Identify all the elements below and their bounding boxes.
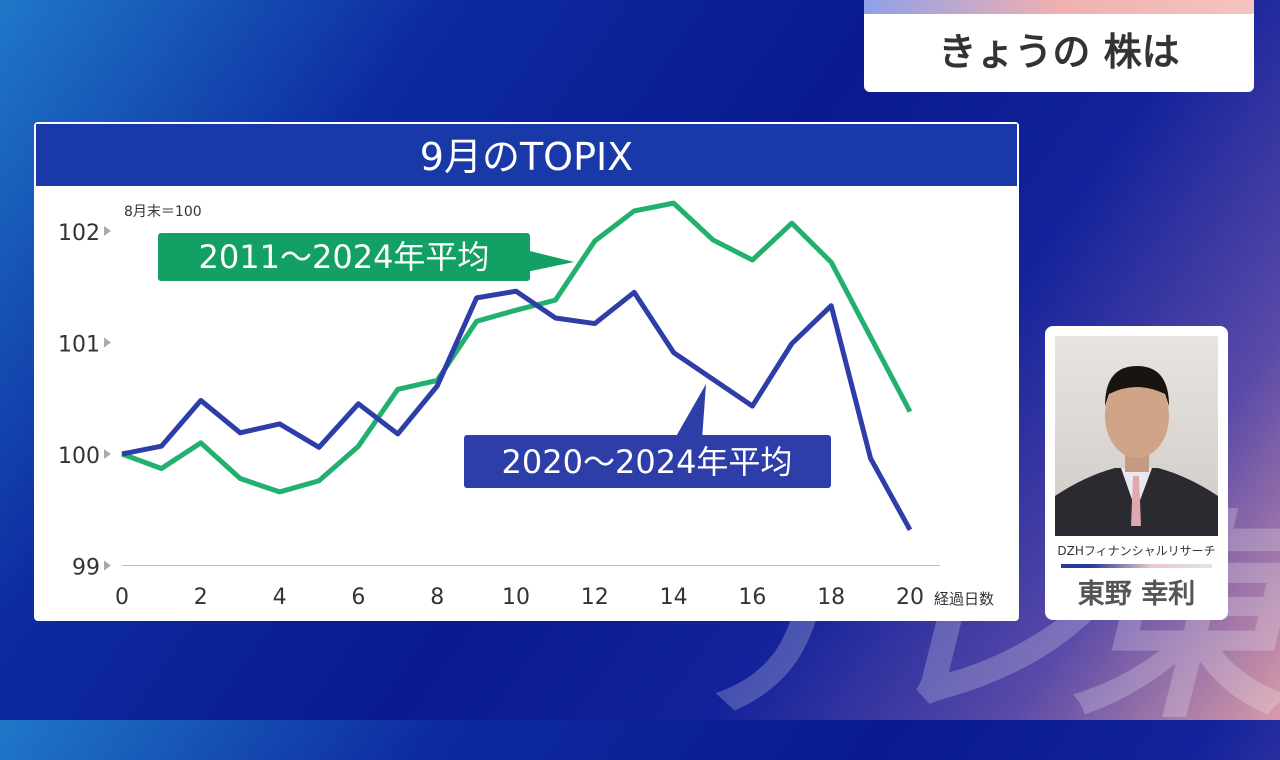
y-tick-label: 101 (58, 333, 100, 358)
y-tick-label: 99 (72, 556, 100, 581)
label-pointer (526, 250, 574, 272)
program-title: きょうの 株は (864, 14, 1254, 90)
x-tick-label: 18 (817, 585, 845, 610)
guest-photo (1055, 336, 1218, 536)
x-tick-label: 4 (273, 585, 287, 610)
x-tick-label: 10 (502, 585, 530, 610)
y-tick-marker (104, 338, 111, 348)
chart-note: 8月末＝100 (124, 204, 202, 220)
name-divider (1061, 564, 1212, 568)
guest-name: 東野 幸利 (1045, 572, 1228, 611)
y-tick-label: 102 (58, 221, 100, 246)
guest-organization: DZHフィナンシャルリサーチ (1045, 542, 1228, 559)
y-tick-marker (104, 226, 111, 236)
x-tick-label: 0 (115, 585, 129, 610)
series-line-2020-2024 (122, 291, 910, 530)
series-label: 2020〜2024年平均 (502, 443, 793, 481)
series-label: 2011〜2024年平均 (199, 238, 490, 276)
y-tick-marker (104, 561, 111, 571)
y-tick-marker (104, 449, 111, 459)
x-tick-label: 12 (581, 585, 609, 610)
program-title-box: きょうの 株は (864, 0, 1254, 92)
x-tick-label: 8 (430, 585, 444, 610)
line-chart: 8月末＝100 99 100 101 102 0 2 4 6 8 10 12 14 16 18 20 経過日数 2… (34, 122, 1019, 621)
x-tick-label: 20 (896, 585, 924, 610)
x-axis-label: 経過日数 (934, 590, 994, 608)
x-tick-label: 2 (194, 585, 208, 610)
title-stripe (864, 0, 1254, 14)
label-pointer (674, 384, 706, 440)
y-tick-label: 100 (58, 444, 100, 469)
x-tick-label: 16 (738, 585, 766, 610)
x-tick-label: 14 (660, 585, 688, 610)
guest-card: DZHフィナンシャルリサーチ 東野 幸利 (1045, 326, 1228, 620)
x-tick-label: 6 (351, 585, 365, 610)
